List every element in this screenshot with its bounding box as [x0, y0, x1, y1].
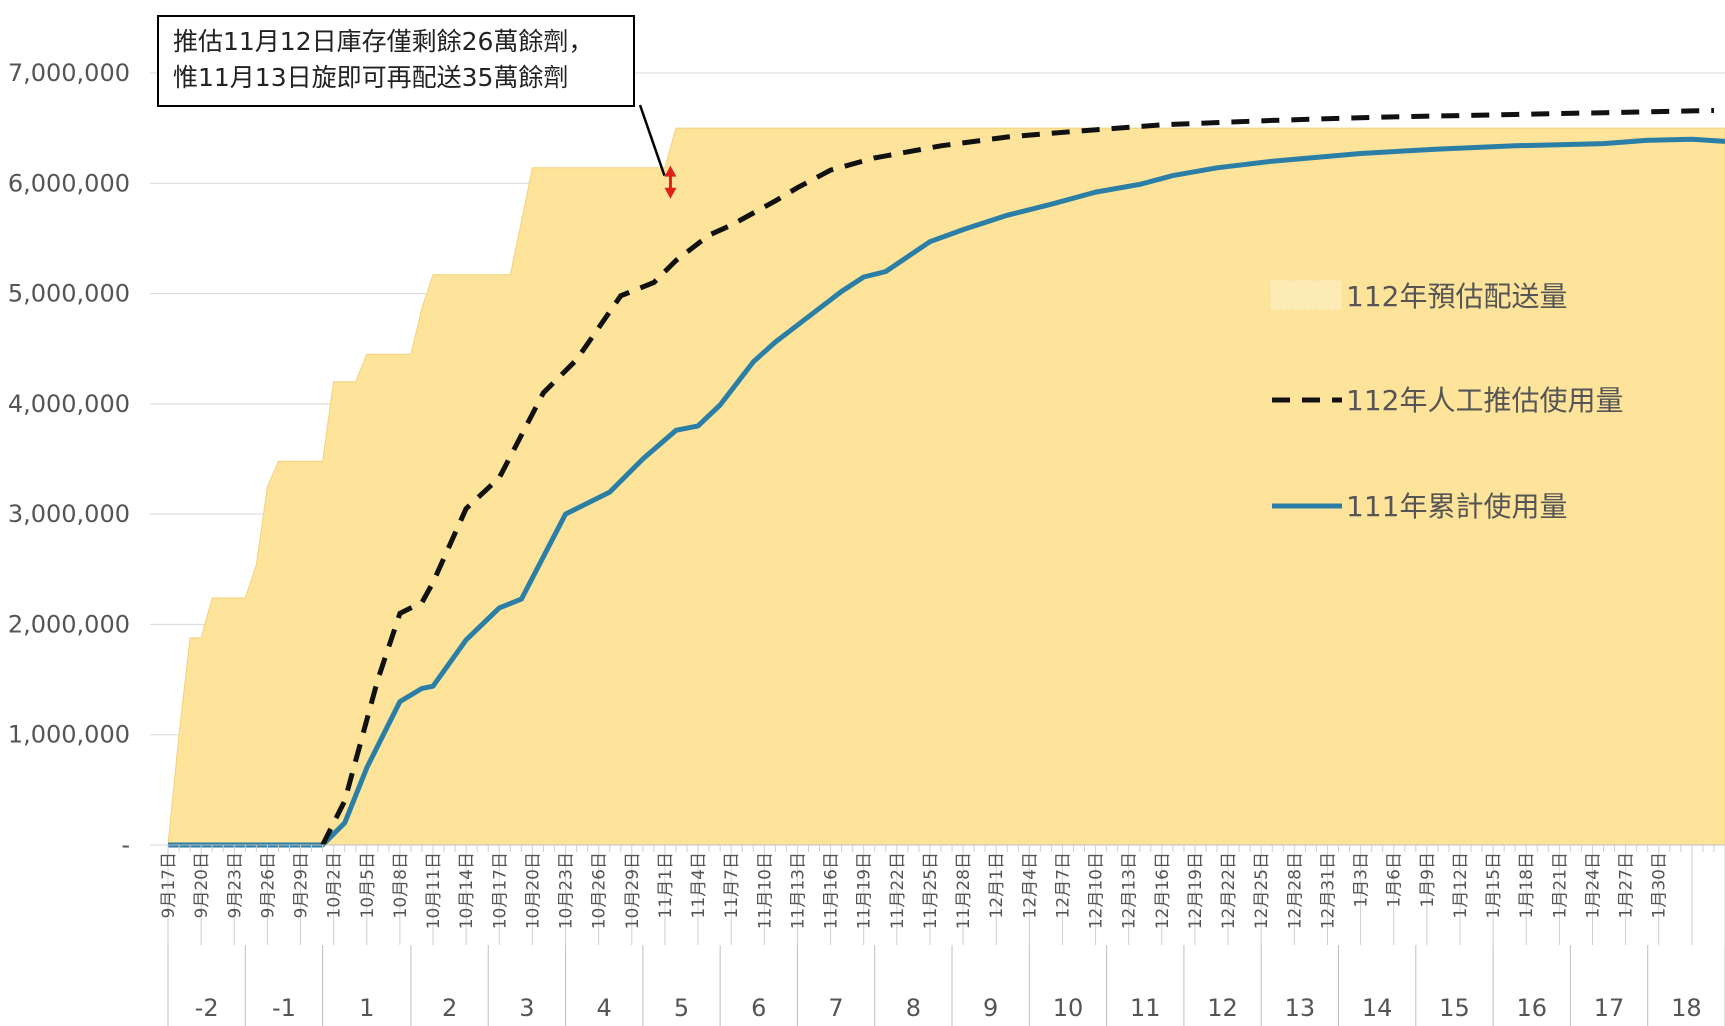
x-tick-label: 1月30日	[1650, 852, 1670, 918]
week-label: 1	[359, 994, 374, 1022]
x-tick-label: 12月22日	[1219, 852, 1239, 929]
x-tick-label: 1月24日	[1584, 852, 1604, 918]
x-tick-label: 11月13日	[788, 852, 808, 929]
x-tick-label: 12月1日	[987, 852, 1007, 918]
x-tick-label: 1月6日	[1385, 852, 1405, 908]
week-label: 9	[983, 994, 998, 1022]
x-tick-label: 12月10日	[1087, 852, 1107, 929]
week-label: 17	[1594, 994, 1625, 1022]
y-tick-label: 6,000,000	[8, 169, 130, 197]
week-label: 7	[828, 994, 843, 1022]
x-tick-label: 10月17日	[490, 852, 510, 929]
x-tick-label: 10月11日	[424, 852, 444, 929]
week-label: 11	[1130, 994, 1161, 1022]
x-tick-label: 1月15日	[1484, 852, 1504, 918]
y-tick-label: 7,000,000	[8, 59, 130, 87]
x-tick-label: 11月28日	[954, 852, 974, 929]
x-tick-label: 9月29日	[292, 852, 312, 918]
x-tick-label: 12月31日	[1319, 852, 1339, 929]
legend-label: 112年預估配送量	[1346, 280, 1567, 313]
week-label: 3	[519, 994, 534, 1022]
x-tick-label: 10月26日	[590, 852, 610, 929]
x-axis: 9月17日 9月20日 9月23日 9月26日 9月29日 10月2日 10月5日 10月8日…	[159, 844, 1725, 1026]
x-tick-label: 1月12日	[1451, 852, 1471, 918]
x-tick-label: 12月25日	[1252, 852, 1272, 929]
line-series-111-cumulative	[168, 136, 1725, 848]
x-tick-label: 10月29日	[623, 852, 643, 929]
x-tick-label: 11月25日	[921, 852, 941, 929]
annotation-callout: 推估11月12日庫存僅剩餘26萬餘劑， 惟11月13日旋即可再配送35萬餘劑	[157, 15, 635, 107]
x-tick-label: 9月20日	[192, 852, 212, 918]
x-tick-label: 12月13日	[1120, 852, 1140, 929]
x-tick-label: 11月7日	[722, 852, 742, 918]
x-tick-label: 11月10日	[755, 852, 775, 929]
x-tick-label: 12月19日	[1186, 852, 1206, 929]
gap-arrow-head-down	[664, 187, 677, 199]
week-label: 18	[1671, 994, 1702, 1022]
week-label: -2	[195, 994, 219, 1022]
x-tick-label: 12月28日	[1285, 852, 1305, 929]
x-tick-label: 11月16日	[822, 852, 842, 929]
y-axis: 7,000,000 6,000,000 5,000,000 4,000,000 3,00…	[8, 59, 130, 859]
legend-swatch-supply	[1269, 279, 1343, 311]
x-tick-label: 9月17日	[159, 852, 179, 918]
x-tick-label: 1月27日	[1617, 852, 1637, 918]
x-tick-label: 11月4日	[689, 852, 709, 918]
x-tick-label: 1月21日	[1550, 852, 1570, 918]
stock-gap-marker	[638, 104, 677, 199]
week-label: 5	[674, 994, 689, 1022]
week-label: 14	[1362, 994, 1393, 1022]
y-tick-label: 2,000,000	[8, 610, 130, 638]
x-tick-label: 12月7日	[1053, 852, 1073, 918]
x-tick-label: 1月18日	[1517, 852, 1537, 918]
y-tick-label: 5,000,000	[8, 280, 130, 308]
y-tick-label: 3,000,000	[8, 500, 130, 528]
x-tick-label: 9月23日	[225, 852, 245, 918]
legend: 112年預估配送量 112年人工推估使用量 111年累計使用量	[1269, 279, 1623, 523]
x-tick-label: 11月1日	[656, 852, 676, 918]
annotation-line-1: 推估11月12日庫存僅剩餘26萬餘劑，	[173, 27, 594, 56]
y-tick-label: 4,000,000	[8, 390, 130, 418]
series-layer	[167, 108, 1725, 848]
week-label: 12	[1207, 994, 1238, 1022]
week-label: 6	[751, 994, 766, 1022]
week-label: 16	[1516, 994, 1547, 1022]
x-tick-label: 12月4日	[1020, 852, 1040, 918]
x-tick-label: 10月20日	[523, 852, 543, 929]
x-tick-label: 1月3日	[1352, 852, 1372, 908]
x-tick-label: 10月2日	[325, 852, 345, 918]
x-tick-label: 1月9日	[1418, 852, 1438, 908]
week-label: 10	[1053, 994, 1084, 1022]
week-label: 2	[442, 994, 457, 1022]
legend-label: 112年人工推估使用量	[1346, 384, 1623, 417]
x-tick-label: 10月14日	[457, 852, 477, 929]
legend-label: 111年累計使用量	[1346, 490, 1567, 523]
annotation-line-2: 惟11月13日旋即可再配送35萬餘劑	[173, 63, 569, 92]
x-tick-label: 9月26日	[258, 852, 278, 918]
x-tick-label: 10月5日	[358, 852, 378, 918]
week-label: 15	[1439, 994, 1470, 1022]
week-label: 13	[1285, 994, 1316, 1022]
week-label: 8	[906, 994, 921, 1022]
week-label: -1	[272, 994, 296, 1022]
callout-pointer	[638, 104, 666, 176]
gap-arrow-head-up	[664, 165, 677, 177]
x-tick-label: 10月23日	[557, 852, 577, 929]
y-tick-label: 1,000,000	[8, 721, 130, 749]
x-tick-label: 11月22日	[888, 852, 908, 929]
week-label: 4	[597, 994, 612, 1022]
x-tick-label: 11月19日	[855, 852, 875, 929]
line-series-112-estimate	[320, 108, 1715, 847]
x-tick-label: 12月16日	[1153, 852, 1173, 929]
y-tick-label: -	[121, 831, 130, 859]
x-tick-label: 10月8日	[391, 852, 411, 918]
